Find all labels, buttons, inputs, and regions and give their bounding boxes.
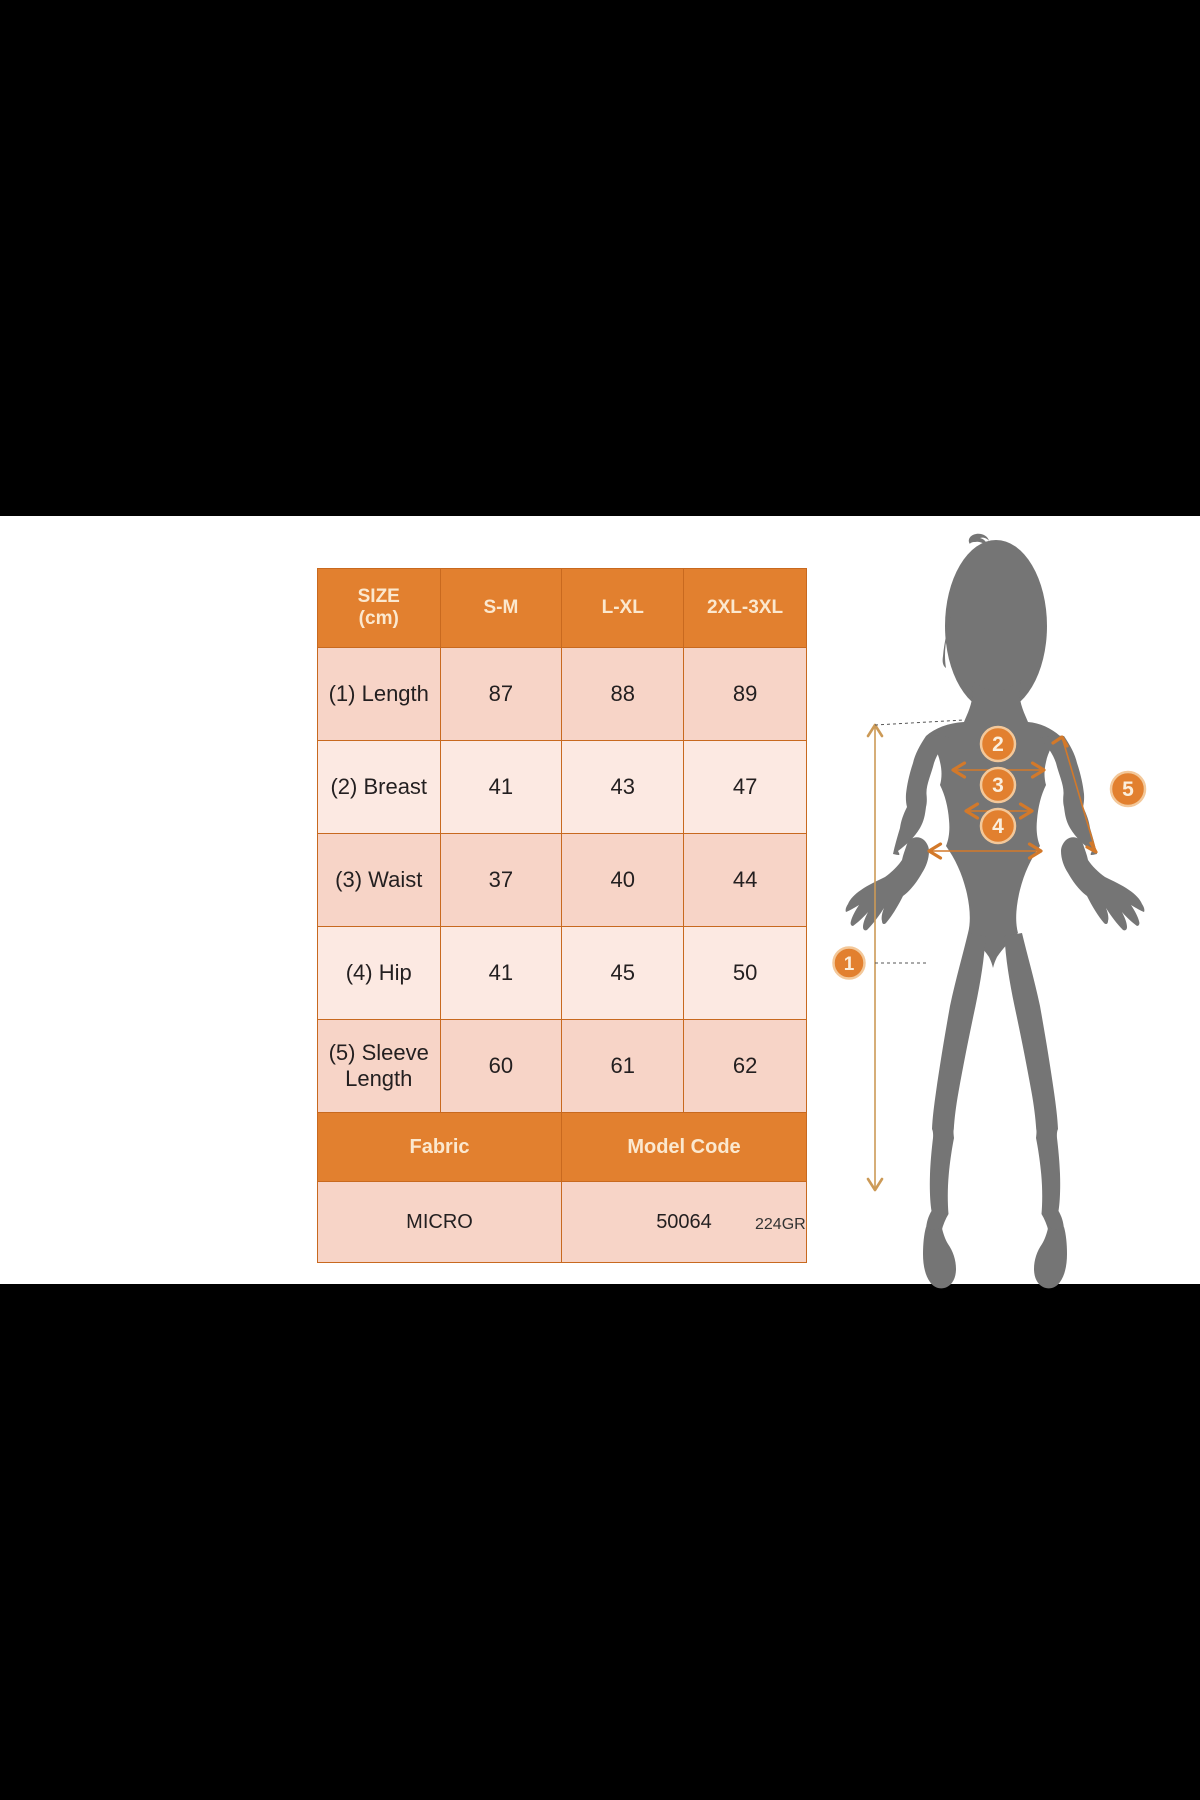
svg-text:5: 5 — [1122, 778, 1134, 801]
svg-text:3: 3 — [992, 774, 1004, 797]
svg-text:2: 2 — [992, 733, 1004, 756]
svg-text:4: 4 — [992, 815, 1004, 838]
svg-text:1: 1 — [844, 954, 855, 975]
